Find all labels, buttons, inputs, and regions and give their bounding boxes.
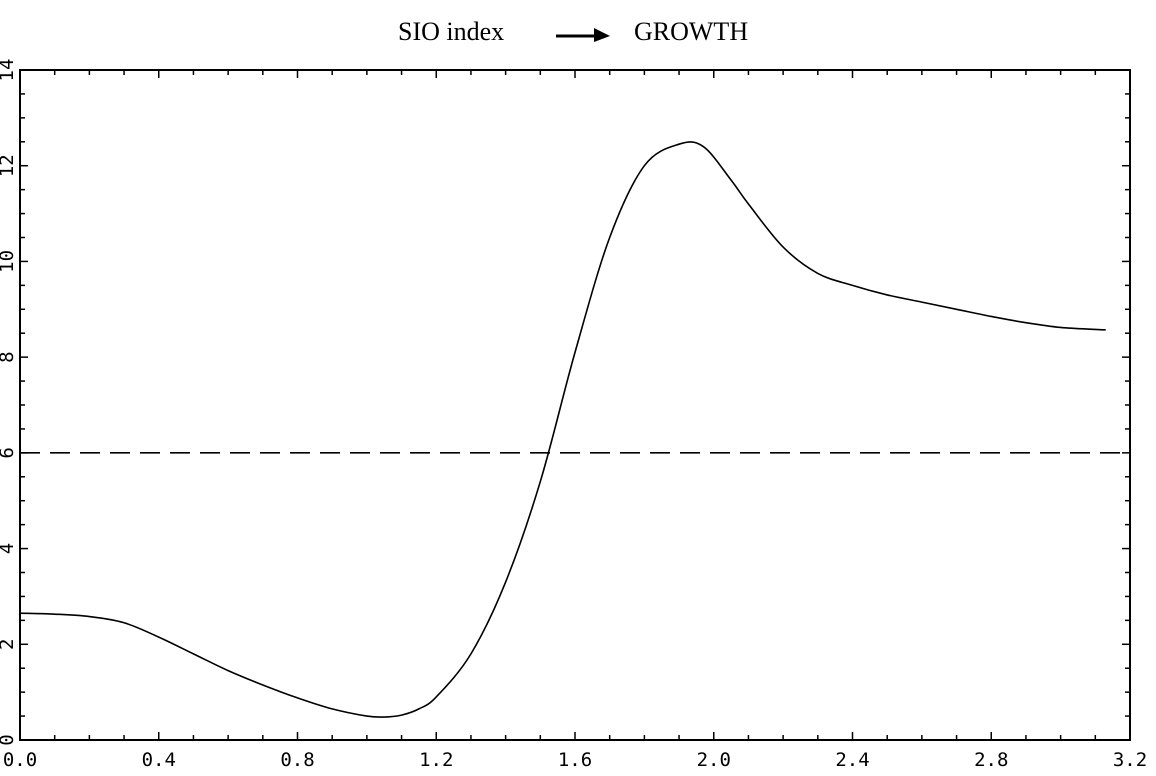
x-axis-tick-labels: 0.0 0.4 0.8 1.2 1.6 2.0 2.4 2.8 3.2 <box>3 749 1147 771</box>
plot-frame <box>19 69 1131 741</box>
x-tick-label: 2.8 <box>974 749 1008 771</box>
y-tick-label: 12 <box>0 154 18 177</box>
y-tick-label: 0 <box>0 734 18 745</box>
x-tick-label: 0.0 <box>3 749 37 771</box>
y-tick-label: 4 <box>0 543 18 554</box>
y-tick-label: 10 <box>0 250 18 273</box>
y-tick-label: 6 <box>0 447 18 458</box>
series-line <box>19 141 1106 718</box>
y-axis-tick-labels: 0 2 4 6 8 10 12 14 <box>0 59 18 746</box>
title-right-text: GROWTH <box>634 17 749 46</box>
y-tick-label: 14 <box>0 59 18 82</box>
arrow-right-icon <box>556 28 610 42</box>
x-tick-label: 0.8 <box>280 749 314 771</box>
chart-title: SIO index GROWTH <box>0 14 1156 54</box>
x-tick-label: 2.4 <box>835 749 869 771</box>
series-group <box>19 141 1130 718</box>
title-left-text: SIO index <box>398 17 505 46</box>
x-tick-label: 1.2 <box>419 749 453 771</box>
x-tick-label: 1.6 <box>558 749 592 771</box>
x-tick-label: 0.4 <box>142 749 176 771</box>
x-tick-label: 2.0 <box>697 749 731 771</box>
y-tick-label: 2 <box>0 639 18 650</box>
y-tick-label: 8 <box>0 351 18 362</box>
axis-ticks <box>19 69 1131 741</box>
x-tick-label: 3.2 <box>1113 749 1147 771</box>
